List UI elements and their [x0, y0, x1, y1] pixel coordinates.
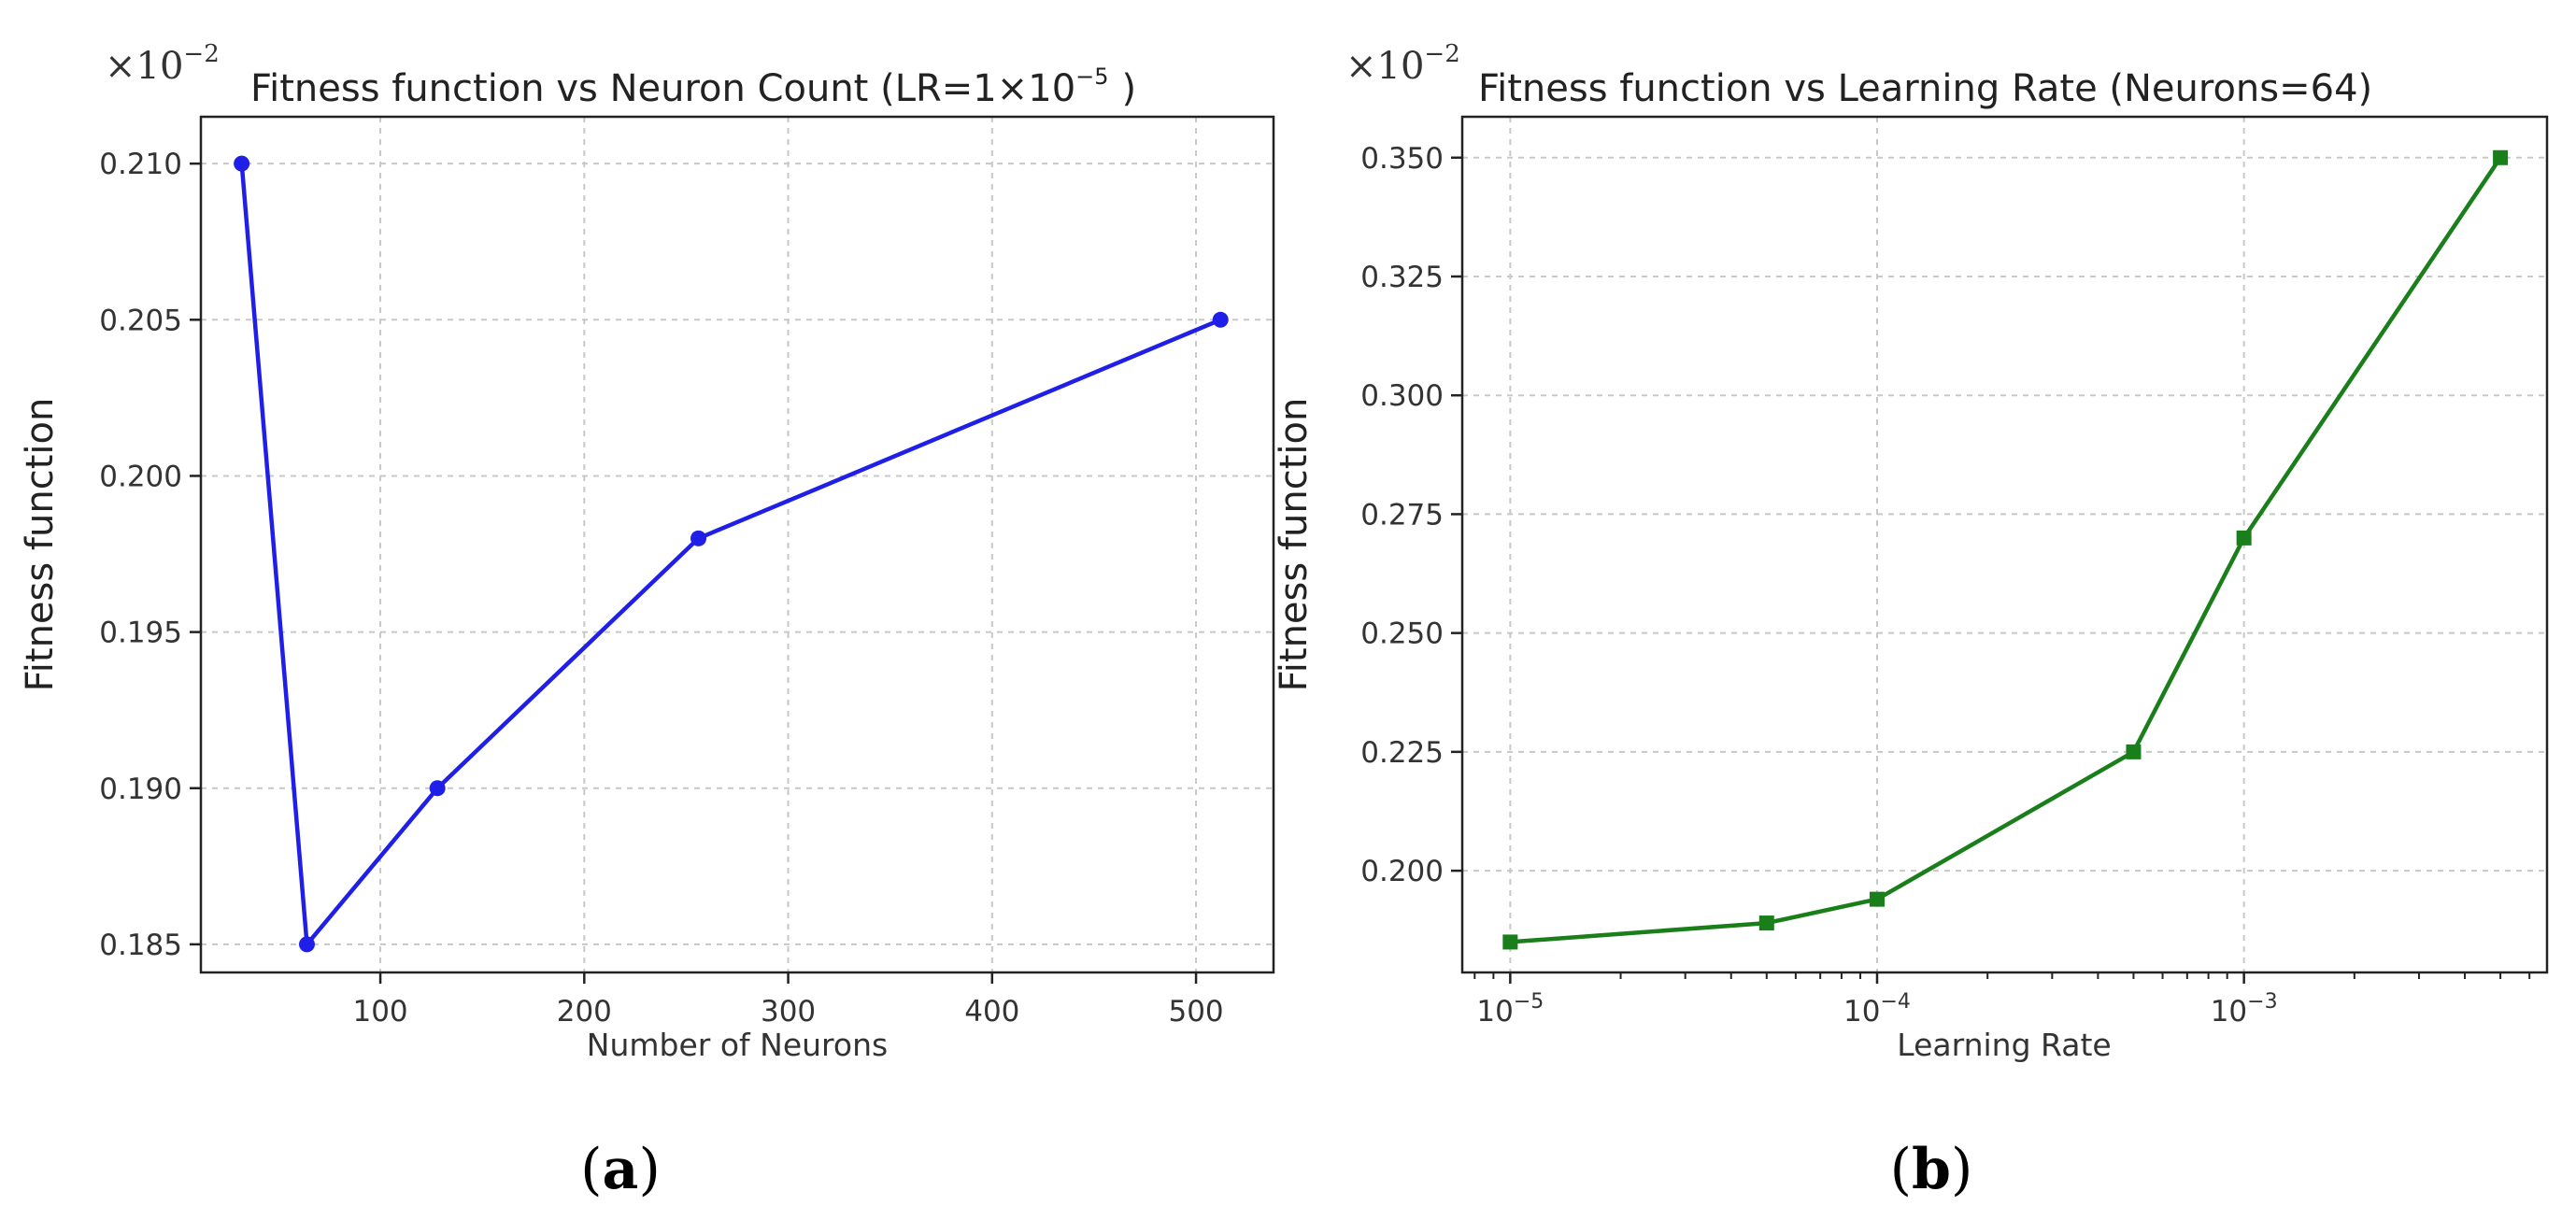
chart-a-x-tick-label: 300 [761, 995, 816, 1028]
chart-b-series-line [1510, 156, 2502, 944]
chart-b-x-tick-exp: −3 [2247, 990, 2277, 1014]
chart-a-y-tick-label: 0.205 [99, 304, 182, 337]
chart-a-series [234, 155, 1229, 953]
chart-b-x-tick-exp: −4 [1881, 990, 1911, 1014]
chart-a-title: Fitness function vs Neuron Count (LR=1×1… [250, 64, 1136, 110]
chart-b-y-tick-label: 0.200 [1360, 855, 1444, 888]
chart-b-x-tick-label: 10−3 [2211, 990, 2278, 1028]
chart-a-grid [201, 117, 1274, 972]
chart-b-y-tick-label: 0.325 [1360, 261, 1444, 294]
chart-a-multiplier-exp: −2 [183, 40, 219, 68]
chart-a-y-tick-label: 0.195 [99, 617, 182, 650]
chart-a-ticks: 0.185 0.190 0.195 0.200 0.205 0.210 100 200 300 4… [99, 148, 1223, 1028]
chart-a-y-axis-label: Fitness function [19, 398, 62, 692]
chart-a-data-point [298, 936, 315, 953]
chart-b-data-point [1869, 891, 1885, 907]
chart-b-data-point [2493, 149, 2509, 165]
chart-a-x-axis-label: Number of Neurons [587, 1027, 888, 1063]
chart-a-data-point [690, 530, 707, 546]
chart-b-multiplier: ×10−2 [1345, 40, 1460, 88]
panel-label-b: (b) [1890, 1137, 1973, 1202]
chart-a-data-point [1212, 311, 1229, 328]
chart-a-data-point [234, 155, 250, 172]
chart-a-title-exp: −5 [1075, 64, 1108, 90]
chart-b-axes [1460, 115, 2549, 974]
chart-a-multiplier: ×10−2 [105, 40, 220, 88]
chart-b-plot-frame [1460, 115, 2549, 974]
chart-a-y-tick-label: 0.185 [99, 929, 182, 962]
chart-a-multiplier-base: ×10 [105, 45, 183, 88]
panel-label-a: (a) [580, 1137, 661, 1202]
chart-a-y-tick-label: 0.200 [99, 460, 182, 493]
chart-a-title-main: Fitness function vs Neuron Count (LR=1×1… [250, 67, 1075, 110]
chart-b-x-tick-exp: −5 [1514, 990, 1544, 1014]
chart-b-title: Fitness function vs Learning Rate (Neuro… [1478, 67, 2372, 110]
chart-a-y-tick-label: 0.210 [99, 148, 182, 181]
chart-b-x-tick-base: 10 [1476, 995, 1513, 1028]
panel-label-b-letter: b [1912, 1137, 1951, 1202]
chart-a-y-tick-label: 0.190 [99, 773, 182, 806]
chart-b-data-point [2236, 530, 2252, 546]
chart-b-x-tick-label: 10−5 [1476, 990, 1544, 1028]
chart-a-data-point [429, 780, 446, 797]
chart-b-y-axis-label: Fitness function [1273, 398, 1316, 692]
chart-b-multiplier-exp: −2 [1424, 40, 1459, 68]
chart-a: 0.185 0.190 0.195 0.200 0.205 0.210 100 200 300 4… [19, 40, 1275, 1202]
chart-b-x-tick-base: 10 [2211, 995, 2247, 1028]
chart-a-x-tick-label: 200 [557, 995, 612, 1028]
chart-a-x-tick-label: 500 [1168, 995, 1223, 1028]
chart-b-data-point [1758, 915, 1774, 931]
chart-b-multiplier-base: ×10 [1345, 45, 1424, 88]
chart-b-y-tick-label: 0.225 [1360, 736, 1444, 770]
chart-b-x-tick-base: 10 [1843, 995, 1880, 1028]
chart-b-y-tick-label: 0.250 [1360, 617, 1444, 651]
chart-b-series [1502, 149, 2509, 950]
chart-b-y-tick-label: 0.300 [1360, 379, 1444, 413]
chart-b-y-tick-label: 0.350 [1360, 142, 1444, 176]
chart-a-axes [199, 115, 1275, 974]
chart-a-title-close: ) [1122, 67, 1137, 110]
chart-b-x-axis-label: Learning Rate [1897, 1027, 2111, 1063]
chart-a-series-line [239, 163, 1222, 947]
chart-a-x-tick-label: 400 [964, 995, 1019, 1028]
chart-b-data-point [1502, 934, 1518, 950]
chart-b-data-point [2126, 744, 2142, 759]
panel-label-a-letter: a [603, 1137, 639, 1202]
chart-a-x-tick-label: 100 [352, 995, 407, 1028]
chart-a-plot-frame [199, 115, 1275, 974]
chart-b-y-tick-label: 0.275 [1360, 498, 1444, 532]
chart-b-x-tick-label: 10−4 [1843, 990, 1911, 1028]
chart-b-grid [1462, 117, 2547, 972]
